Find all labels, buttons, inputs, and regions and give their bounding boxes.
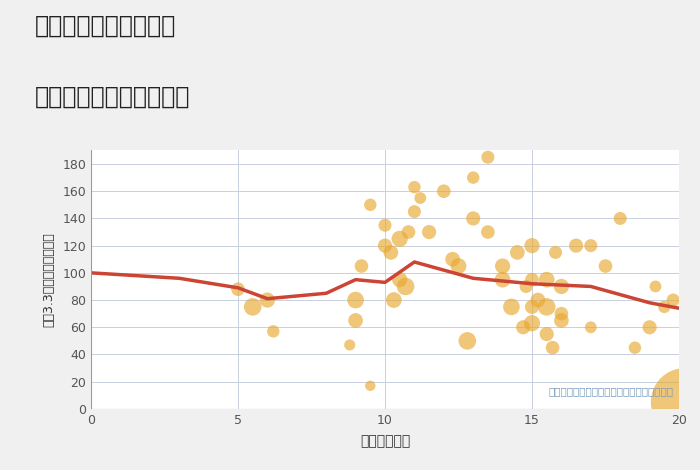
Point bbox=[365, 201, 376, 209]
Point bbox=[497, 276, 508, 283]
Point bbox=[547, 344, 558, 352]
Point bbox=[414, 194, 426, 202]
Text: 奈良県奈良市鳥見町の: 奈良県奈良市鳥見町の bbox=[35, 14, 176, 38]
Y-axis label: 坪（3.3㎡）単価（万円）: 坪（3.3㎡）単価（万円） bbox=[42, 232, 55, 327]
Point bbox=[394, 235, 405, 243]
Point bbox=[267, 328, 279, 335]
Point bbox=[344, 341, 356, 349]
Point bbox=[497, 262, 508, 270]
Point bbox=[350, 296, 361, 304]
Point bbox=[379, 221, 391, 229]
Point bbox=[482, 153, 493, 161]
Point bbox=[438, 188, 449, 195]
Point bbox=[629, 344, 641, 352]
Point bbox=[447, 256, 458, 263]
Point bbox=[556, 317, 567, 324]
Text: 駅距離別中古戸建て価格: 駅距離別中古戸建て価格 bbox=[35, 85, 190, 109]
Point bbox=[462, 337, 473, 345]
Point bbox=[585, 323, 596, 331]
Point bbox=[232, 285, 244, 293]
Point bbox=[541, 303, 552, 311]
Point bbox=[350, 317, 361, 324]
Point bbox=[409, 183, 420, 191]
Point bbox=[526, 242, 538, 250]
Point bbox=[532, 296, 543, 304]
Point bbox=[526, 303, 538, 311]
Point bbox=[644, 323, 655, 331]
Point bbox=[600, 262, 611, 270]
Point bbox=[659, 303, 670, 311]
Point bbox=[668, 296, 679, 304]
Point bbox=[650, 282, 661, 290]
Text: 円の大きさは、取引のあった物件面積を示す: 円の大きさは、取引のあった物件面積を示す bbox=[548, 386, 673, 396]
Point bbox=[570, 242, 582, 250]
Point bbox=[521, 282, 532, 290]
Point bbox=[679, 399, 690, 406]
Point bbox=[512, 249, 523, 256]
X-axis label: 駅距離（分）: 駅距離（分） bbox=[360, 434, 410, 448]
Point bbox=[550, 249, 561, 256]
Point bbox=[526, 320, 538, 327]
Point bbox=[506, 303, 517, 311]
Point bbox=[385, 249, 396, 256]
Point bbox=[585, 242, 596, 250]
Point bbox=[400, 282, 411, 290]
Point bbox=[517, 323, 528, 331]
Point bbox=[356, 262, 367, 270]
Point bbox=[615, 215, 626, 222]
Point bbox=[394, 276, 405, 283]
Point bbox=[556, 310, 567, 317]
Point bbox=[389, 296, 400, 304]
Point bbox=[556, 282, 567, 290]
Point bbox=[247, 303, 258, 311]
Point bbox=[541, 330, 552, 338]
Point bbox=[453, 262, 464, 270]
Point bbox=[409, 208, 420, 215]
Point bbox=[482, 228, 493, 236]
Point bbox=[424, 228, 435, 236]
Point bbox=[262, 296, 273, 304]
Point bbox=[541, 276, 552, 283]
Point bbox=[526, 276, 538, 283]
Point bbox=[468, 174, 479, 181]
Point bbox=[468, 215, 479, 222]
Point bbox=[403, 228, 414, 236]
Point bbox=[379, 242, 391, 250]
Point bbox=[365, 382, 376, 390]
